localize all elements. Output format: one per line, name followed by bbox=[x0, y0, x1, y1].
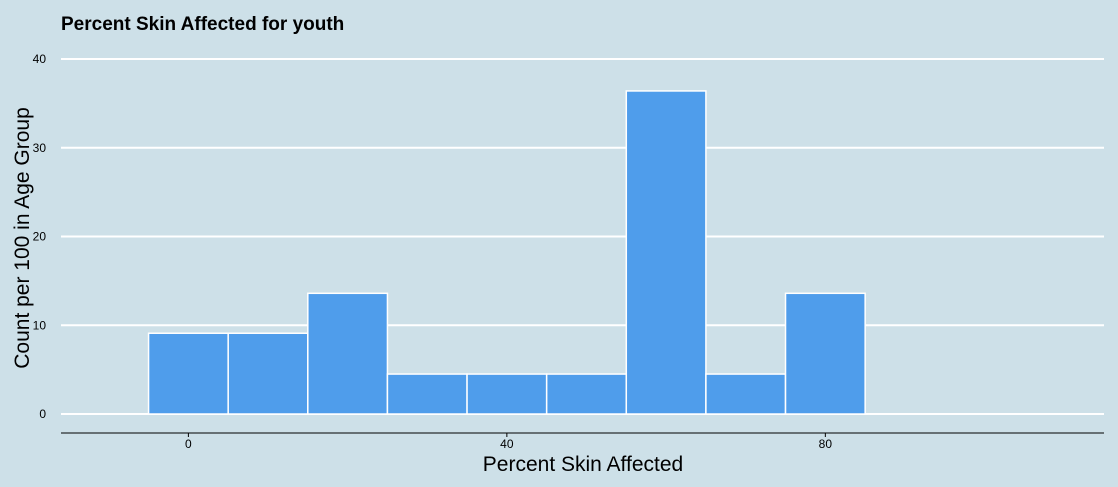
x-tick-labels: 0 40 80 bbox=[185, 433, 832, 451]
y-axis-label: Count per 100 in Age Group bbox=[11, 107, 34, 369]
x-tick-label-80: 80 bbox=[819, 437, 833, 451]
x-tick-label-0: 0 bbox=[185, 437, 192, 451]
grid-lines bbox=[61, 58, 1104, 415]
bar-2 bbox=[307, 292, 389, 415]
x-tick-label-40: 40 bbox=[500, 437, 514, 451]
bars bbox=[147, 90, 866, 415]
y-tick-label-20: 20 bbox=[33, 230, 47, 244]
bar-8 bbox=[784, 292, 866, 415]
chart-title: Percent Skin Affected for youth bbox=[61, 14, 344, 35]
bar-5 bbox=[545, 373, 628, 415]
bar-1 bbox=[227, 332, 309, 415]
bar-0 bbox=[147, 332, 229, 415]
y-tick-label-10: 10 bbox=[33, 318, 47, 332]
bar-6 bbox=[625, 90, 707, 415]
bar-4 bbox=[466, 373, 548, 415]
y-tick-label-40: 40 bbox=[33, 52, 47, 66]
bar-3 bbox=[386, 373, 468, 415]
x-axis-label: Percent Skin Affected bbox=[483, 453, 683, 476]
bar-7 bbox=[705, 373, 787, 415]
y-tick-label-0: 0 bbox=[39, 407, 46, 421]
y-tick-labels: 0 10 20 30 40 bbox=[33, 52, 47, 421]
y-tick-label-30: 30 bbox=[33, 141, 47, 155]
